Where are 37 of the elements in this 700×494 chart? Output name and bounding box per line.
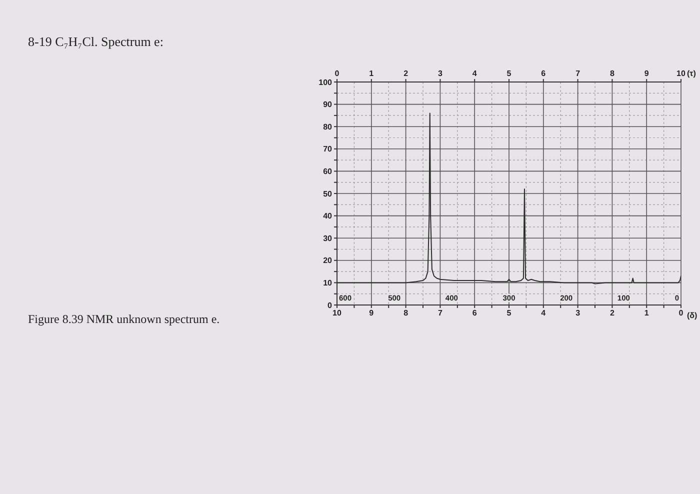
y-tick-label: 40 xyxy=(323,212,333,221)
y-tick-label: 80 xyxy=(323,122,333,132)
text: 8-19 C₇H₇Cl. Spectrum e: xyxy=(28,34,164,50)
x-tick-label: 5 xyxy=(506,308,512,318)
x2-tick-label: 10 xyxy=(676,69,686,78)
y-tick-label: 90 xyxy=(323,100,333,110)
x2-tick-label: 5 xyxy=(506,69,512,78)
x-axis-title: (δ) xyxy=(687,311,698,320)
y-tick-label: 10 xyxy=(323,278,333,288)
y-tick-label: 100 xyxy=(318,78,333,87)
x2-tick-label: 1 xyxy=(369,69,374,78)
x2-tick-label: 4 xyxy=(472,69,478,78)
x2-tick-label: 8 xyxy=(610,69,615,78)
x-tick-label: 3 xyxy=(576,308,581,318)
x-tick-label: 0 xyxy=(678,308,684,318)
x2-tick-label: 3 xyxy=(438,69,443,78)
y-tick-label: 50 xyxy=(323,189,333,198)
y-tick-label: 30 xyxy=(323,234,333,243)
x-tick-label: 1 xyxy=(644,308,650,318)
x-tick-label: 10 xyxy=(332,308,342,318)
x2-tick-label: 9 xyxy=(644,69,650,78)
x-tick-label: 4 xyxy=(541,308,546,318)
y-tick-label: 70 xyxy=(323,144,333,154)
x2-tick-label: 2 xyxy=(404,69,409,78)
caption: Figure 8.39 NMR unknown spectrum e. xyxy=(28,312,220,327)
x2-tick-label: 0 xyxy=(334,69,340,78)
x2-axis-title: (τ) xyxy=(687,69,696,78)
x-tick-label: 6 xyxy=(472,308,478,318)
x-tick-label: 7 xyxy=(438,308,443,318)
x-tick-label: 8 xyxy=(404,308,409,318)
x-tick-label: 9 xyxy=(369,308,374,318)
x-tick-label: 2 xyxy=(610,308,615,318)
y-tick-label: 60 xyxy=(323,167,333,176)
y-tick-label: 0 xyxy=(328,300,333,310)
y-tick-label: 20 xyxy=(323,256,333,266)
x2-tick-label: 7 xyxy=(576,69,581,78)
x2-tick-label: 6 xyxy=(541,69,546,78)
